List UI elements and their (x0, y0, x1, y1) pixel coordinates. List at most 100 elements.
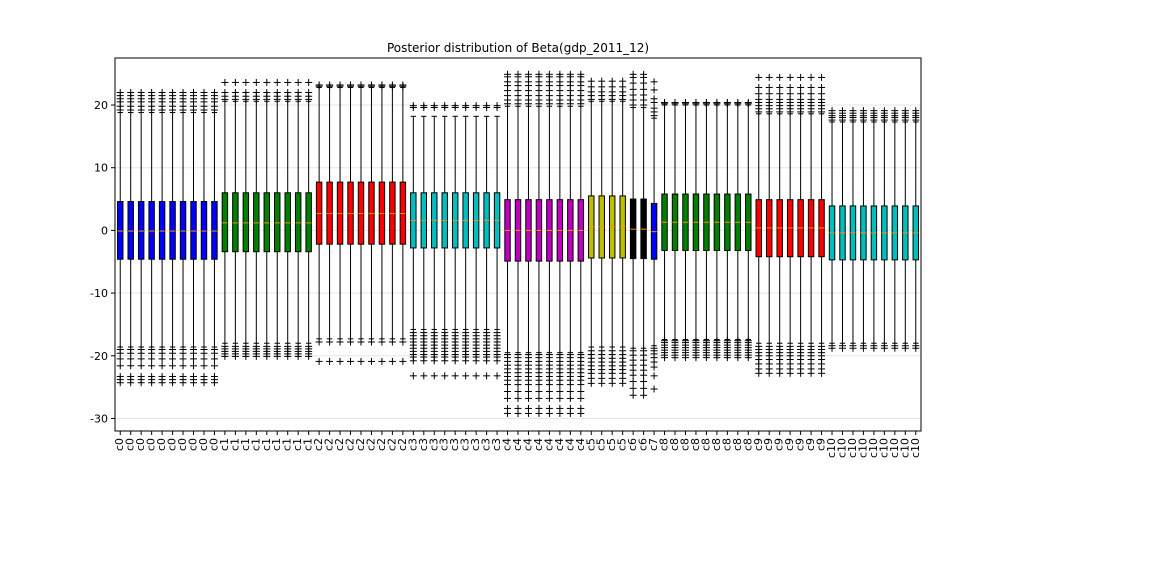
flier-point (608, 347, 616, 355)
flier-point (200, 372, 208, 380)
flier-point (127, 362, 135, 370)
x-tick-label: c2 (375, 438, 388, 451)
flier-point (629, 85, 637, 93)
y-tick-label: 20 (94, 99, 108, 112)
flier-point (556, 404, 564, 412)
flier-point (556, 351, 564, 359)
flier-point (524, 351, 532, 359)
flier-point (179, 88, 187, 96)
x-tick-label: c9 (762, 438, 775, 451)
flier-point (451, 329, 459, 337)
box-body (274, 192, 281, 253)
box-c10 (839, 121, 846, 344)
flier-point (880, 107, 888, 115)
flier-point (116, 88, 124, 96)
flier-point (430, 372, 438, 380)
box-c2 (315, 86, 323, 340)
box-c9 (786, 113, 794, 344)
flier-point (294, 88, 302, 96)
box-c9 (765, 113, 773, 344)
x-tick-label: c1 (218, 438, 231, 451)
flier-point (367, 357, 375, 365)
box-c5 (619, 100, 626, 348)
flier-point (357, 338, 365, 346)
box-c0 (169, 112, 176, 348)
x-tick-label: c5 (605, 438, 618, 451)
flier-point (179, 362, 187, 370)
flier-point (399, 357, 407, 365)
flier-point (744, 337, 752, 345)
flier-point (190, 346, 198, 354)
flier-point (640, 70, 648, 78)
flier-point (158, 346, 166, 354)
box-c5 (608, 100, 616, 348)
flier-point (378, 357, 386, 365)
flier-point (776, 90, 784, 98)
x-tick-label: c6 (637, 438, 650, 451)
x-tick-label: c5 (595, 438, 608, 451)
box-c2 (378, 86, 386, 340)
flier-point (702, 337, 710, 345)
flier-point (786, 83, 794, 91)
box-c4 (525, 105, 532, 354)
x-tick-label: c10 (909, 438, 922, 458)
flier-point (367, 81, 375, 89)
x-tick-label: c10 (846, 438, 859, 458)
flier-point (629, 70, 637, 78)
box-c10 (860, 121, 867, 344)
flier-point (744, 99, 752, 107)
x-tick-label: c3 (438, 438, 451, 451)
flier-point (273, 342, 281, 350)
box-c3 (472, 115, 480, 330)
flier-point (179, 346, 187, 354)
flier-point (190, 88, 198, 96)
flier-point (504, 394, 512, 402)
y-tick-label: -10 (90, 287, 108, 300)
box-c10 (870, 121, 878, 344)
box-c10 (881, 121, 888, 344)
flier-point (797, 83, 805, 91)
flier-point (619, 347, 627, 355)
flier-point (347, 338, 355, 346)
flier-point (661, 99, 669, 107)
flier-point (650, 372, 658, 380)
flier-point (755, 90, 763, 98)
x-tick-label: c2 (385, 438, 398, 451)
flier-point (210, 88, 218, 96)
flier-point (169, 372, 177, 380)
x-tick-label: c10 (898, 438, 911, 458)
flier-point (545, 404, 553, 412)
flier-point (765, 90, 773, 98)
flier-point (535, 388, 543, 396)
box-c0 (200, 112, 208, 348)
box-c0 (179, 112, 187, 348)
flier-point (912, 107, 920, 115)
flier-point (545, 351, 553, 359)
flier-point (504, 351, 512, 359)
flier-point (577, 70, 585, 78)
box-c0 (148, 112, 155, 348)
box-c8 (692, 104, 700, 340)
flier-point (566, 70, 574, 78)
flier-point (137, 362, 145, 370)
flier-point (284, 88, 292, 96)
flier-point (671, 99, 679, 107)
x-tick-label: c0 (155, 438, 168, 451)
box-c4 (504, 105, 511, 354)
x-tick-label: c4 (553, 438, 566, 451)
flier-point (336, 357, 344, 365)
flier-point (127, 346, 135, 354)
flier-point (566, 351, 574, 359)
x-tick-label: c0 (166, 438, 179, 451)
flier-point (734, 337, 742, 345)
flier-point (221, 88, 229, 96)
flier-point (713, 99, 721, 107)
x-tick-label: c10 (888, 438, 901, 458)
flier-point (545, 70, 553, 78)
box-body (221, 192, 229, 253)
flier-point (483, 102, 491, 110)
box-c3 (420, 115, 428, 330)
flier-point (409, 372, 417, 380)
flier-point (901, 342, 909, 350)
